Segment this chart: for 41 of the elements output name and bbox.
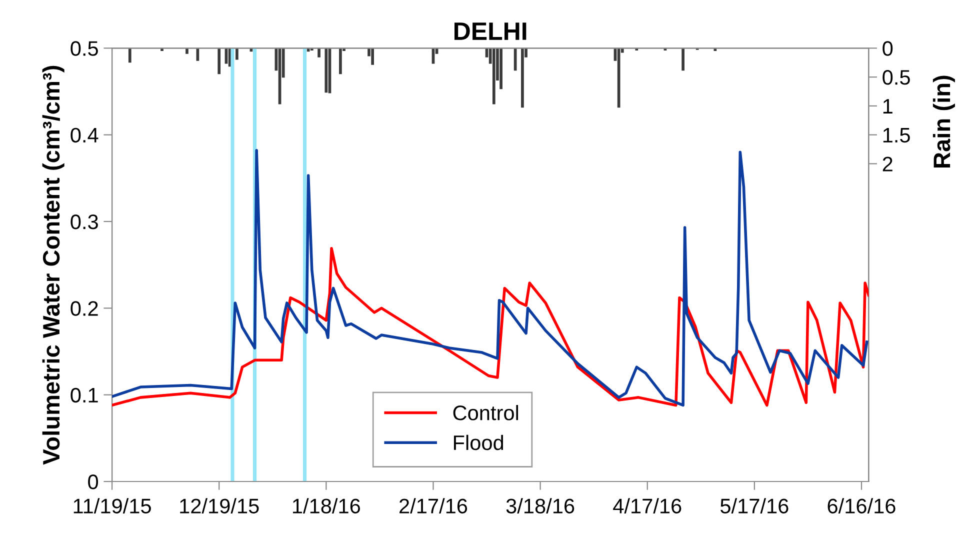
bar <box>682 48 684 71</box>
bar <box>218 48 221 74</box>
line-series <box>112 149 868 407</box>
bar <box>500 48 502 90</box>
bar <box>236 48 238 60</box>
y2-axis-title: Rain (in) <box>932 76 955 168</box>
legend-label: Flood <box>454 434 504 450</box>
x-tick-label: 6/16/16 <box>828 498 896 514</box>
x-tick-label: 3/18/16 <box>506 498 574 514</box>
x-tick-label: 1/18/16 <box>293 498 360 514</box>
y2-tick-label: 1 <box>883 99 892 114</box>
y-tick-label: 0 <box>88 474 98 490</box>
y-tick-label: 0.1 <box>70 388 98 403</box>
line-series <box>112 246 869 407</box>
y-tick-label: 0.4 <box>70 128 98 143</box>
bar <box>339 48 342 74</box>
bar <box>371 48 374 65</box>
y-tick-label: 0.2 <box>70 301 98 316</box>
bar <box>324 48 328 93</box>
y2-tick-label: 0 <box>882 41 893 56</box>
bar <box>128 48 132 63</box>
y-tick-label: 0.5 <box>70 41 98 56</box>
x-tick-label: 5/17/16 <box>720 498 788 514</box>
bar <box>306 48 310 52</box>
x-tick-label: 4/17/16 <box>613 498 682 514</box>
bar <box>186 48 188 54</box>
bar <box>521 48 524 108</box>
y2-tick-label: 1.5 <box>883 128 910 143</box>
bar <box>318 48 320 58</box>
x-tick-label: 2/17/16 <box>400 498 468 514</box>
bar <box>714 48 717 52</box>
x-tick-label: 11/19/15 <box>74 498 151 514</box>
y-axis-title: Volumetric Water Content (cm³/cm³) <box>42 66 64 465</box>
y-tick-label: 0.3 <box>70 214 98 230</box>
x-tick-label: 12/19/15 <box>180 498 259 514</box>
bar <box>160 48 164 52</box>
chart-title: DELHI <box>454 22 526 40</box>
bar <box>492 48 496 104</box>
legend-label: Control <box>453 404 518 420</box>
y2-tick-label: 0.5 <box>882 70 910 85</box>
y2-tick-label: 2 <box>882 156 892 172</box>
